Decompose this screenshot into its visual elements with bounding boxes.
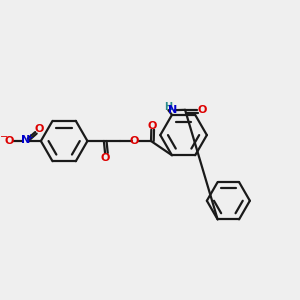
Text: +: + bbox=[26, 133, 33, 142]
Text: O: O bbox=[35, 124, 44, 134]
Text: N: N bbox=[21, 135, 30, 146]
Text: O: O bbox=[4, 136, 14, 146]
Text: O: O bbox=[198, 105, 207, 116]
Text: −: − bbox=[0, 132, 8, 142]
Text: H: H bbox=[164, 102, 172, 112]
Text: O: O bbox=[101, 153, 110, 163]
Text: N: N bbox=[168, 105, 177, 115]
Text: O: O bbox=[148, 121, 157, 130]
Text: O: O bbox=[130, 136, 139, 146]
